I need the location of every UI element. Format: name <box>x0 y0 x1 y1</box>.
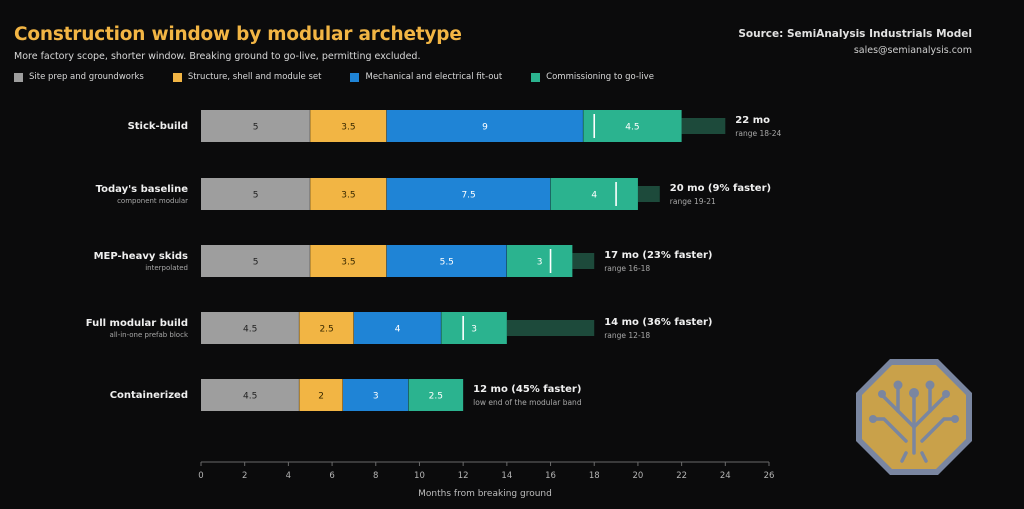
source-label: Source: SemiAnalysis Industrials Model <box>738 28 972 40</box>
bar-value-label: 3.5 <box>341 191 355 201</box>
range-label: low end of the modular band <box>473 398 582 407</box>
bar-value-label: 2.5 <box>319 325 333 335</box>
category-sublabel: all-in-one prefab block <box>110 331 189 339</box>
legend-label: Structure, shell and module set <box>187 72 322 82</box>
bar-segment <box>386 245 507 277</box>
x-tick-label: 12 <box>458 471 469 481</box>
category-label: Today's baseline <box>96 184 189 195</box>
legend-swatch <box>531 72 541 82</box>
legend-item-site-prep: Site prep and groundworks <box>14 72 144 82</box>
bar-segment <box>386 110 584 142</box>
total-label: 12 mo (45% faster) <box>473 384 581 395</box>
x-tick-label: 24 <box>720 471 731 481</box>
legend-item-structure: Structure, shell and module set <box>172 72 322 82</box>
x-tick-label: 22 <box>676 471 687 481</box>
bar-value-label: 5 <box>253 191 259 201</box>
bar-segment <box>343 379 409 411</box>
total-label: 22 mo <box>735 115 770 126</box>
range-label: range 16-18 <box>604 264 650 273</box>
legend-swatch <box>14 72 23 82</box>
bar-segment <box>310 178 387 210</box>
bar-segment <box>310 110 387 142</box>
range-label: range 19-21 <box>670 197 716 206</box>
x-tick-label: 6 <box>329 471 334 481</box>
bar-segment <box>201 312 300 344</box>
category-label: Full modular build <box>86 318 188 329</box>
bar-segment <box>441 312 507 344</box>
bar-value-label: 5 <box>253 123 259 133</box>
bar-value-label: 3.5 <box>341 123 355 133</box>
bar-segment <box>353 312 442 344</box>
legend-swatch <box>350 72 360 82</box>
bar-value-label: 4.5 <box>243 392 257 402</box>
total-label: 14 mo (36% faster) <box>604 317 712 328</box>
bar-value-label: 3 <box>373 392 379 402</box>
category-sublabel: component modular <box>117 197 188 205</box>
category-label: MEP-heavy skids <box>94 251 188 262</box>
x-axis-label: Months from breaking ground <box>418 489 552 499</box>
legend-label: Commissioning to go-live <box>546 72 654 82</box>
bar-segment <box>299 379 343 411</box>
bar-segment <box>408 379 464 411</box>
bar-segment <box>310 245 387 277</box>
legend-swatch <box>172 72 182 82</box>
bar-segment <box>550 178 638 210</box>
x-tick-label: 10 <box>414 471 425 481</box>
legend-label: Site prep and groundworks <box>29 72 144 82</box>
bar-value-label: 3 <box>471 325 477 335</box>
chart-title: Construction window by modular archetype <box>14 24 462 45</box>
x-tick-label: 20 <box>633 471 644 481</box>
range-label: range 12-18 <box>604 331 650 340</box>
bar-value-label: 9 <box>482 123 488 133</box>
category-label: Stick-build <box>128 121 188 132</box>
category-label: Containerized <box>110 390 188 401</box>
chart-subtitle: More factory scope, shorter window. Brea… <box>14 51 421 62</box>
total-label: 20 mo (9% faster) <box>670 183 771 194</box>
total-label: 17 mo (23% faster) <box>604 250 712 261</box>
x-tick-label: 4 <box>286 471 291 481</box>
bar-value-label: 4.5 <box>243 325 257 335</box>
bar-value-label: 4.5 <box>625 123 639 133</box>
bar-segment <box>583 110 682 142</box>
bar-segment <box>201 178 311 210</box>
bar-segment <box>201 110 311 142</box>
bar-value-label: 3 <box>537 258 543 268</box>
legend-label: Mechanical and electrical fit-out <box>365 72 503 82</box>
x-tick-label: 18 <box>589 471 600 481</box>
range-band <box>572 253 595 269</box>
bar-value-label: 5 <box>253 258 259 268</box>
legend-item-commissioning: Commissioning to go-live <box>531 72 654 82</box>
range-label: range 18-24 <box>735 129 781 138</box>
bar-segment <box>386 178 551 210</box>
x-tick-label: 16 <box>545 471 556 481</box>
semianalysis-logo-icon <box>854 357 974 481</box>
range-band <box>506 320 595 336</box>
bar-value-label: 4 <box>395 325 401 335</box>
range-band <box>681 118 726 134</box>
bar-segment <box>201 379 300 411</box>
bar-segment <box>506 245 573 277</box>
bar-value-label: 2 <box>318 392 324 402</box>
bar-value-label: 5.5 <box>440 258 454 268</box>
category-sublabel: interpolated <box>145 264 188 272</box>
bar-value-label: 2.5 <box>429 392 443 402</box>
x-tick-label: 26 <box>764 471 775 481</box>
bar-value-label: 7.5 <box>461 191 475 201</box>
x-tick-label: 8 <box>373 471 378 481</box>
bar-value-label: 4 <box>591 191 597 201</box>
legend: Site prep and groundworks Structure, she… <box>14 72 683 82</box>
x-tick-label: 0 <box>198 471 203 481</box>
range-band <box>637 186 660 202</box>
contact-email: sales@semianalysis.com <box>853 45 972 56</box>
bar-segment <box>201 245 311 277</box>
x-tick-label: 14 <box>501 471 512 481</box>
bar-segment <box>299 312 354 344</box>
legend-item-mep-fitout: Mechanical and electrical fit-out <box>350 72 502 82</box>
bar-value-label: 3.5 <box>341 258 355 268</box>
x-tick-label: 2 <box>242 471 247 481</box>
